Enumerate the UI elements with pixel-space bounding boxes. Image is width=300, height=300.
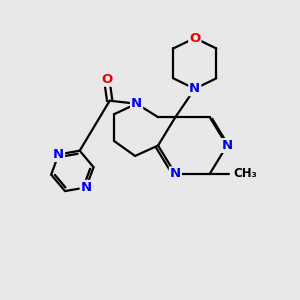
Text: N: N <box>221 139 233 152</box>
Text: N: N <box>189 82 200 95</box>
Text: O: O <box>189 32 200 44</box>
Text: N: N <box>53 148 64 161</box>
Text: N: N <box>170 167 181 180</box>
Text: O: O <box>101 73 112 86</box>
Text: N: N <box>81 181 92 194</box>
Text: CH₃: CH₃ <box>234 167 257 180</box>
Text: N: N <box>131 97 142 110</box>
